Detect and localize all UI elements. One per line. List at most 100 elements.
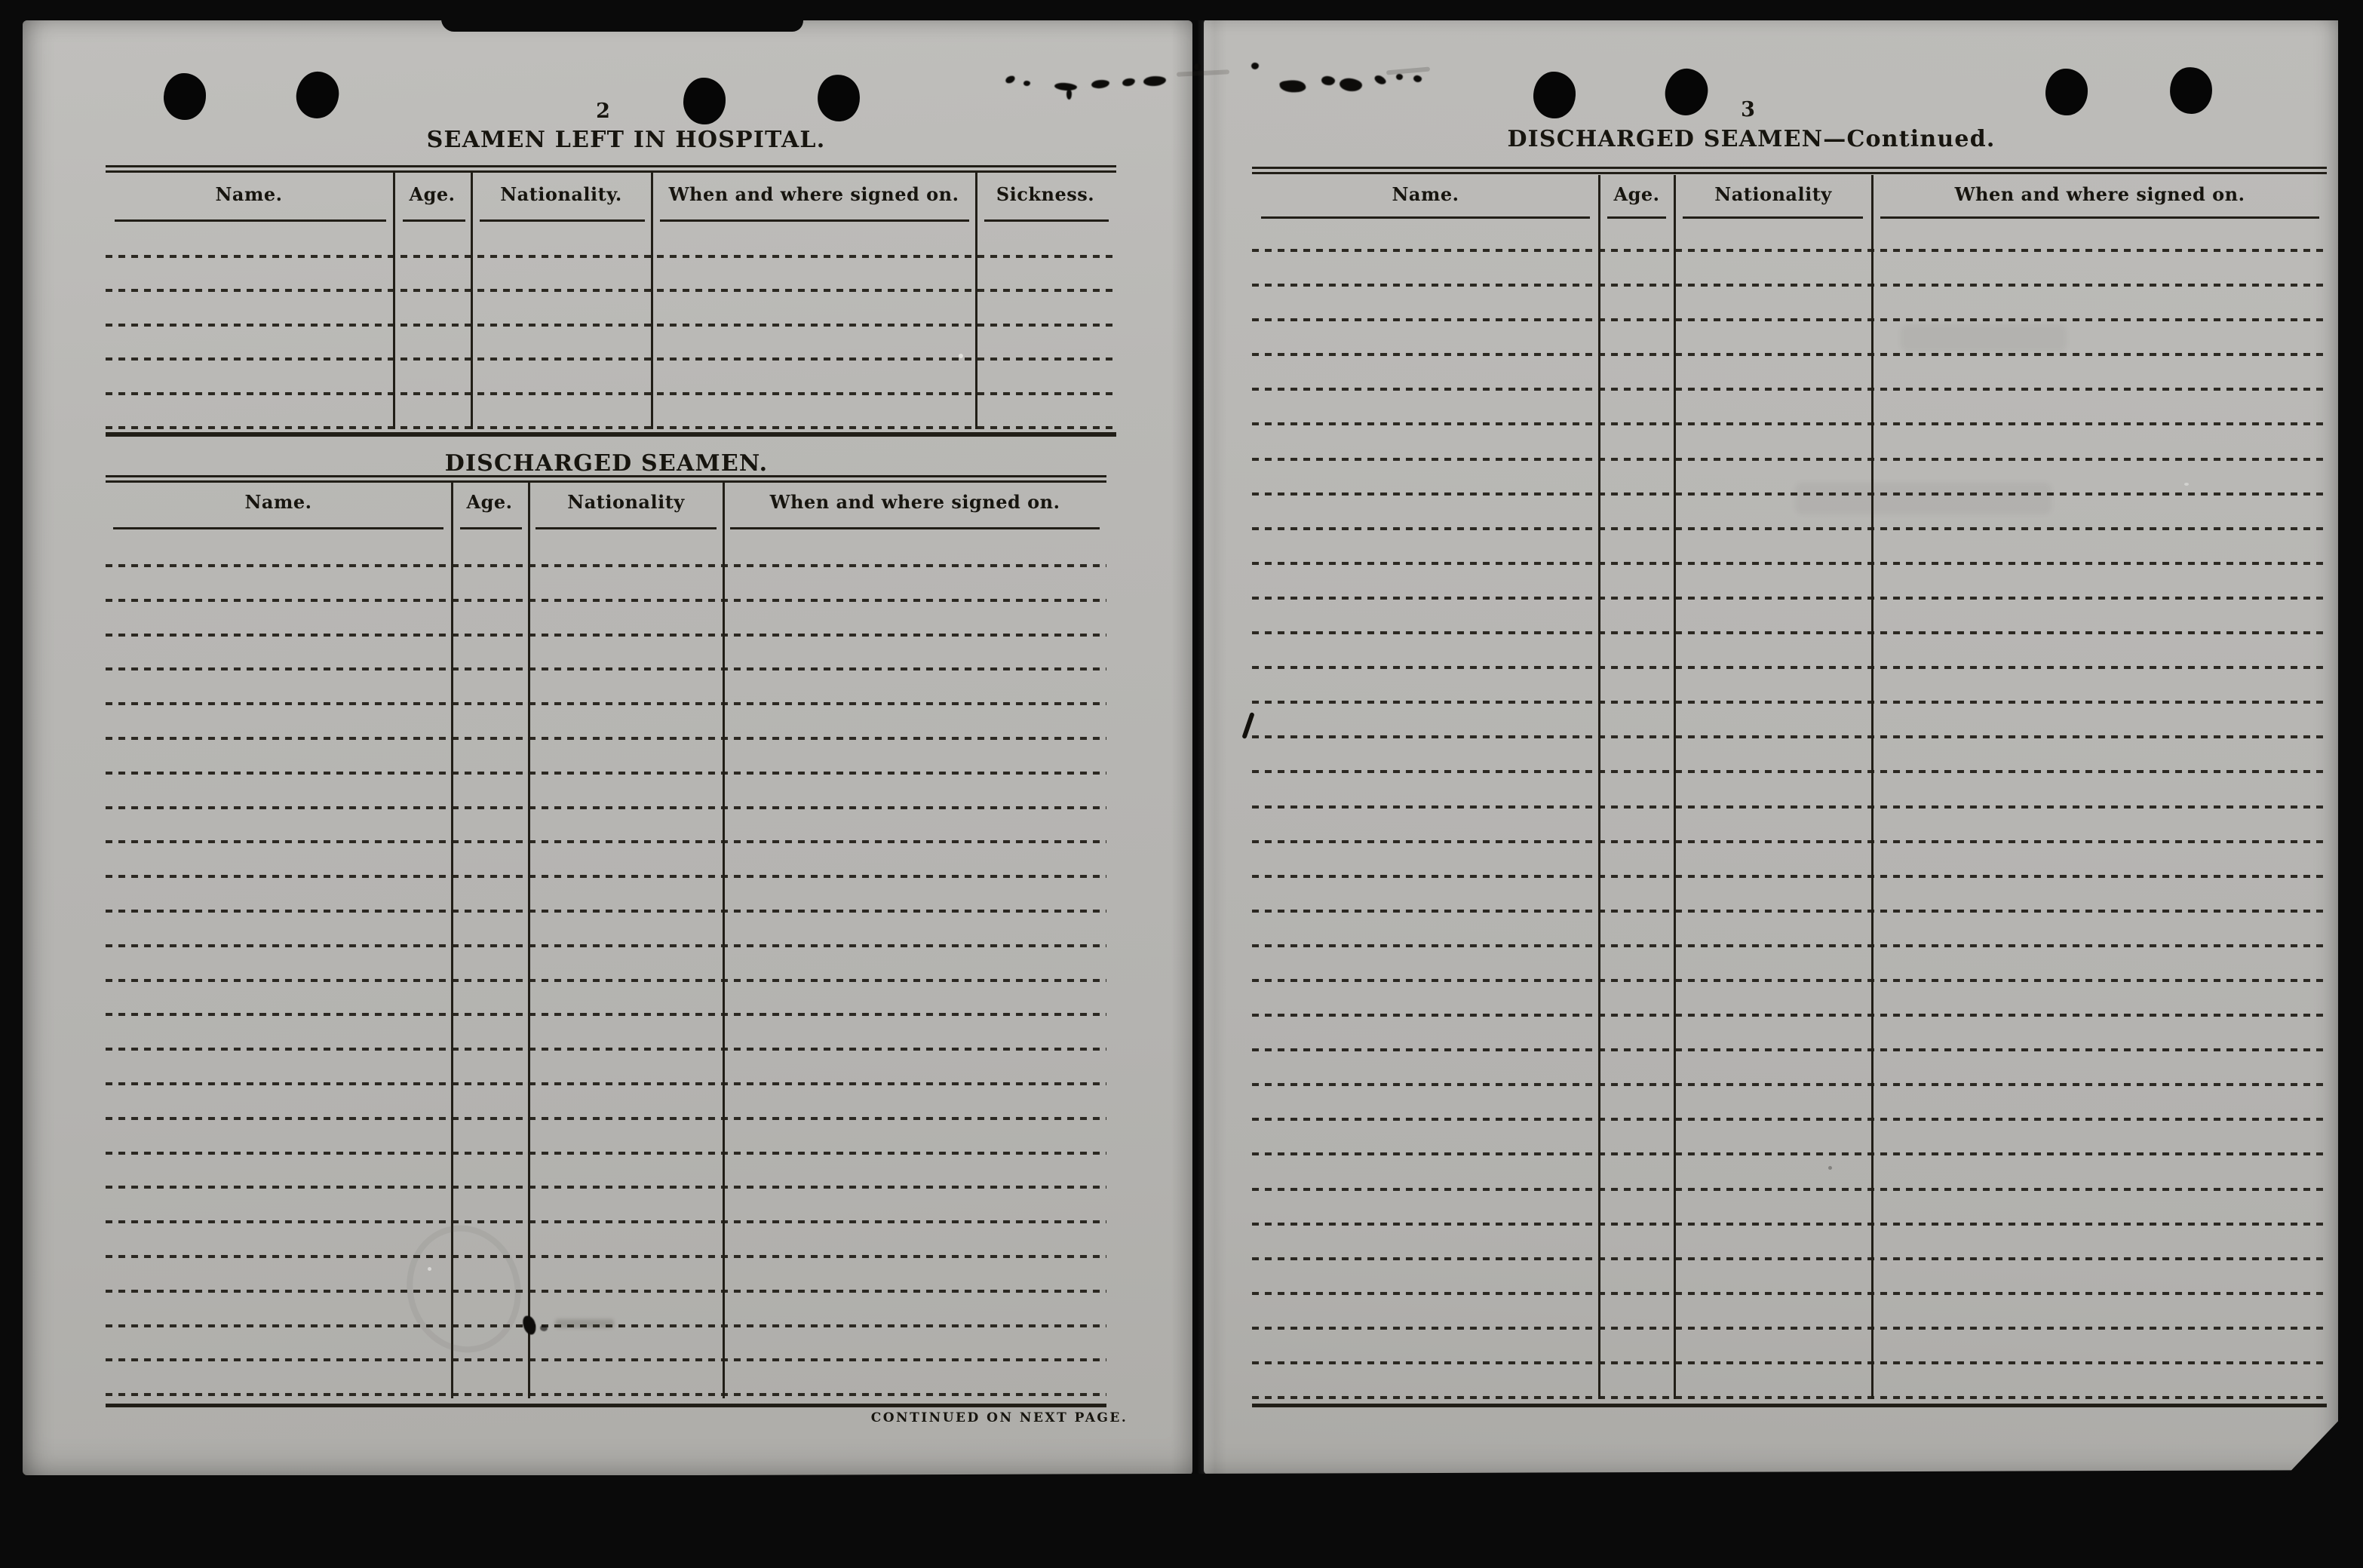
dust-speck: [2184, 483, 2189, 486]
blank-ruled-row: [106, 775, 1106, 809]
page-right-content: 3 DISCHARGED SEAMEN—Continued. Name. Age…: [1252, 98, 2327, 1407]
blank-ruled-row: [1252, 1364, 2327, 1400]
header-underline: [480, 219, 645, 222]
blank-ruled-row: [106, 843, 1106, 878]
blank-ruled-row: [1252, 321, 2327, 357]
faint-pencil-mark: [555, 1319, 614, 1328]
blank-ruled-row: [1252, 704, 2327, 739]
table-top-rule: [1252, 167, 2327, 174]
blank-ruled-row: [106, 705, 1106, 740]
column-divider: [1674, 175, 1676, 1399]
header-underline: [1880, 216, 2319, 219]
blank-ruled-row: [1252, 809, 2327, 843]
blank-ruled-row: [1252, 773, 2327, 809]
blank-ruled-row: [106, 258, 1116, 293]
discharged-table-blank-rows: [106, 530, 1106, 1396]
page-number-right: 3: [1741, 98, 1756, 121]
column-header-signed-on: When and where signed on.: [769, 491, 1060, 513]
scan-border-right: [2338, 0, 2363, 1513]
blank-ruled-row: [1252, 1330, 2327, 1365]
discharged-table-title: DISCHARGED SEAMEN.: [444, 450, 769, 477]
blank-ruled-row: [106, 602, 1106, 637]
scanned-ledger-spread: 2 SEAMEN LEFT IN HOSPITAL. Name. Age. Na…: [0, 0, 2363, 1513]
table-top-rule: [106, 165, 1116, 173]
blank-ruled-row: [106, 878, 1106, 913]
dust-speck: [428, 1267, 431, 1271]
blank-ruled-row: [1252, 1017, 2327, 1052]
page-number-left: 2: [596, 100, 611, 123]
blank-ruled-row: [106, 809, 1106, 844]
ink-smudge-blob: [1251, 63, 1259, 69]
blank-ruled-row: [1252, 356, 2327, 391]
blank-ruled-row: [106, 947, 1106, 982]
blank-ruled-row: [1252, 287, 2327, 322]
header-underline: [113, 527, 443, 529]
blank-ruled-row: [106, 395, 1116, 430]
column-header-nationality: Nationality.: [500, 183, 622, 205]
column-divider: [393, 173, 395, 429]
blank-ruled-row: [106, 670, 1106, 705]
blank-ruled-row: [1252, 496, 2327, 530]
table-top-rule: [106, 475, 1106, 483]
blank-ruled-row: [106, 1361, 1106, 1396]
blank-ruled-row: [1252, 634, 2327, 670]
ink-smudge-blob: [1066, 89, 1072, 100]
blank-ruled-row: [1252, 252, 2327, 287]
blank-ruled-row: [1252, 1086, 2327, 1122]
column-header-signed-on: When and where signed on.: [1954, 183, 2245, 205]
column-header-nationality: Nationality: [1714, 183, 1832, 205]
header-underline: [115, 219, 386, 222]
blank-ruled-row: [106, 530, 1106, 567]
punch-hole: [683, 78, 726, 124]
center-fold-seam: [1171, 19, 1227, 1475]
column-header-age: Age.: [466, 491, 513, 513]
blank-ruled-row: [1252, 461, 2327, 496]
blank-ruled-row: [106, 1327, 1106, 1362]
header-underline: [1683, 216, 1863, 219]
bleed-through-ghost: [1901, 324, 2067, 351]
scan-border-top-sag: [441, 19, 803, 32]
header-underline: [536, 527, 717, 529]
blank-ruled-row: [1252, 947, 2327, 983]
scan-border-left: [0, 0, 23, 1513]
blank-ruled-row: [106, 1258, 1106, 1293]
blank-ruled-row: [106, 913, 1106, 947]
blank-ruled-row: [1252, 738, 2327, 774]
column-divider: [651, 173, 653, 429]
punch-hole: [1533, 72, 1576, 118]
header-underline: [1607, 216, 1666, 219]
blank-ruled-row: [106, 1155, 1106, 1189]
blank-ruled-row: [1252, 220, 2327, 252]
dust-speck: [44, 50, 51, 55]
blank-ruled-row: [1252, 913, 2327, 947]
blank-ruled-row: [106, 1120, 1106, 1155]
dust-speck: [1828, 1166, 1832, 1170]
punch-hole: [2045, 69, 2088, 115]
blank-ruled-row: [106, 223, 1116, 258]
blank-ruled-row: [1252, 1051, 2327, 1087]
column-header-name: Name.: [215, 183, 283, 205]
page-right-paper: [1204, 19, 2340, 1474]
blank-ruled-row: [106, 740, 1106, 775]
blank-ruled-row: [1252, 1155, 2327, 1191]
blank-ruled-row: [106, 327, 1116, 361]
blank-ruled-row: [106, 1223, 1106, 1258]
column-header-age: Age.: [1613, 183, 1660, 205]
column-divider: [471, 173, 473, 429]
ink-smudge-blob: [1023, 81, 1030, 86]
blank-ruled-row: [106, 1016, 1106, 1051]
blank-ruled-row: [106, 361, 1116, 395]
blank-ruled-row: [1252, 1121, 2327, 1156]
blank-ruled-row: [1252, 1191, 2327, 1226]
blank-ruled-row: [106, 1085, 1106, 1120]
blank-ruled-row: [1252, 669, 2327, 704]
column-header-nationality: Nationality: [567, 491, 685, 513]
blank-ruled-row: [1252, 600, 2327, 635]
continued-footer: CONTINUED ON NEXT PAGE.: [870, 1410, 1128, 1425]
column-divider: [451, 483, 453, 1398]
blank-ruled-row: [1252, 843, 2327, 878]
blank-ruled-row: [106, 1189, 1106, 1223]
dust-speck: [959, 354, 963, 358]
column-divider: [1598, 175, 1600, 1399]
column-divider: [1871, 175, 1874, 1399]
